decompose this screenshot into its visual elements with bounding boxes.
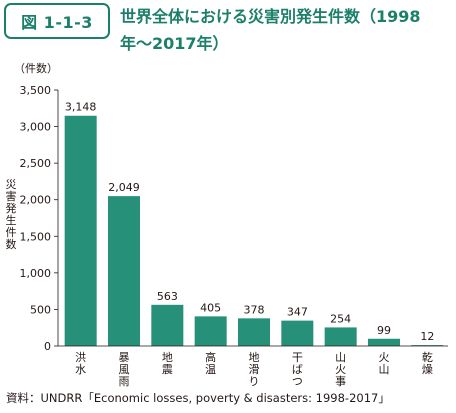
bar-9 (411, 345, 444, 346)
y-axis-title: 災害発生件数 (6, 178, 17, 251)
bar-6 (281, 320, 314, 346)
value-labels: 3,148 2,049 563 405 378 347 254 99 12 (65, 101, 434, 343)
bars (64, 115, 444, 347)
value-label: 405 (200, 301, 221, 314)
bar-8 (368, 338, 400, 346)
bar-4 (194, 316, 227, 346)
bar-1 (64, 115, 97, 347)
y-tick-label: 2,500 (20, 157, 52, 170)
y-tick-label: 2,000 (20, 194, 52, 207)
category-label: 地滑り (249, 351, 260, 388)
category-label: 火山 (379, 351, 390, 376)
y-tick-label: 1,500 (20, 230, 52, 243)
category-label: 暴風雨 (119, 351, 130, 388)
y-axis-ticks: 0 500 1,000 1,500 2,000 2,500 3,000 3,500 (20, 84, 58, 353)
source-note: 資料：UNDRR「Economic losses, poverty & disa… (6, 391, 390, 405)
category-label: 地震 (162, 351, 173, 376)
value-label: 3,148 (65, 101, 97, 114)
value-label: 254 (330, 312, 351, 325)
y-tick-label: 0 (44, 340, 51, 353)
category-label: 山火事 (335, 351, 346, 388)
value-label: 563 (157, 290, 178, 303)
value-label: 347 (287, 306, 308, 319)
y-tick-label: 500 (30, 303, 51, 316)
category-label: 乾燥 (422, 351, 433, 376)
y-tick-label: 3,500 (20, 84, 52, 97)
y-axis-title-group: 災害発生件数 (6, 178, 17, 251)
value-label: 378 (244, 303, 265, 316)
y-axis-unit-label: （件数） (14, 62, 58, 75)
axes (57, 90, 448, 347)
category-label: 干ばつ (292, 351, 303, 388)
bar-7 (324, 327, 357, 346)
bar-2 (108, 196, 140, 346)
figure-title: 世界全体における災害別発生件数（1998年〜2017年） (120, 7, 421, 53)
y-tick-label: 1,000 (20, 267, 52, 280)
value-label: 12 (420, 330, 434, 343)
value-label: 99 (377, 324, 391, 337)
category-label: 洪水 (75, 350, 86, 376)
figure-number-badge: 図 1-1-3 (4, 3, 110, 39)
category-label: 高温 (205, 350, 216, 376)
bar-5 (238, 318, 270, 346)
bar-3 (151, 304, 184, 346)
x-axis-labels: 洪水 暴風雨 地震 高温 地滑り 干ばつ 山火事 火山 乾燥 (75, 350, 433, 388)
value-label: 2,049 (108, 181, 140, 194)
y-tick-label: 3,000 (20, 121, 52, 134)
